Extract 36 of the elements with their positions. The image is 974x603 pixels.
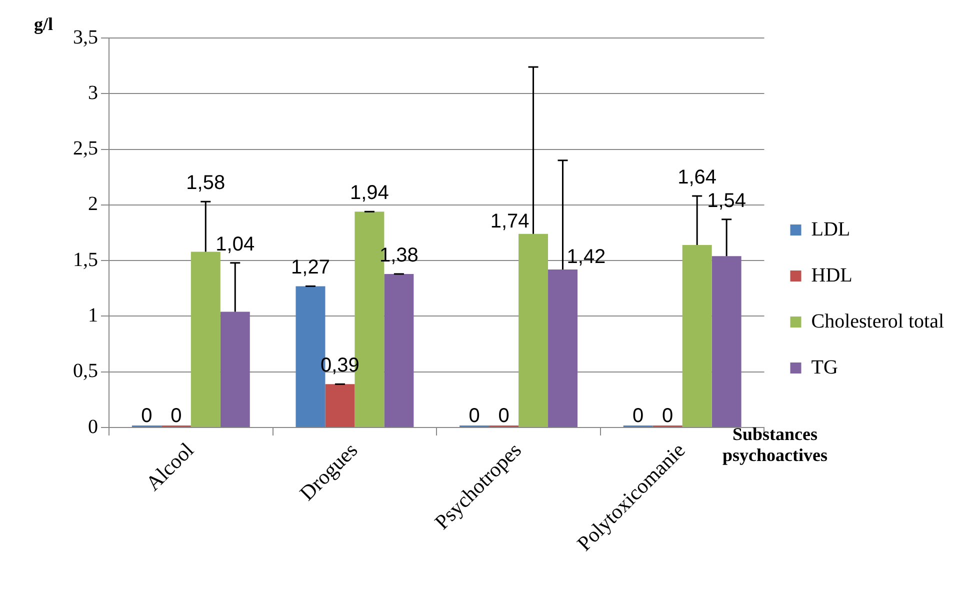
data-label: 1,94 [350,182,389,204]
y-tick-label: 2 [88,193,98,216]
legend-label: LDL [811,218,850,240]
bar [190,252,220,428]
data-label: 1,54 [707,190,746,212]
bar [682,245,712,428]
data-label: 0 [141,405,152,428]
y-tick-label: 1,5 [73,248,98,271]
data-label: 0 [468,405,480,428]
y-tick-label: 3 [88,82,98,104]
y-axis-title: g/l [34,14,54,35]
bar [518,234,548,428]
data-label: 1,04 [216,233,255,256]
data-label: 1,64 [678,166,717,189]
y-tick-label: 0,5 [73,360,98,382]
y-tick-label: 1 [88,304,98,326]
bar [548,270,578,428]
data-label: 1,58 [186,172,226,194]
y-tick-label: 3,5 [73,26,98,48]
bar [712,256,742,428]
x-axis-title: Substances psychoactives [722,424,828,466]
y-tick-label: 0 [88,416,98,438]
bar [325,384,355,428]
bar [220,312,250,428]
legend-label: HDL [811,264,852,286]
data-label: 0 [170,405,182,428]
data-label: 0 [498,405,510,428]
data-label: 1,42 [566,246,606,268]
data-label: 0 [662,405,674,428]
data-label: 1,74 [490,210,530,232]
legend-label: TG [811,356,838,378]
y-tick-label: 2,5 [73,138,98,160]
data-label: 1,27 [291,256,330,279]
legend-label: Cholesterol total [811,310,944,332]
bar [384,274,414,428]
data-label: 0 [632,405,644,428]
